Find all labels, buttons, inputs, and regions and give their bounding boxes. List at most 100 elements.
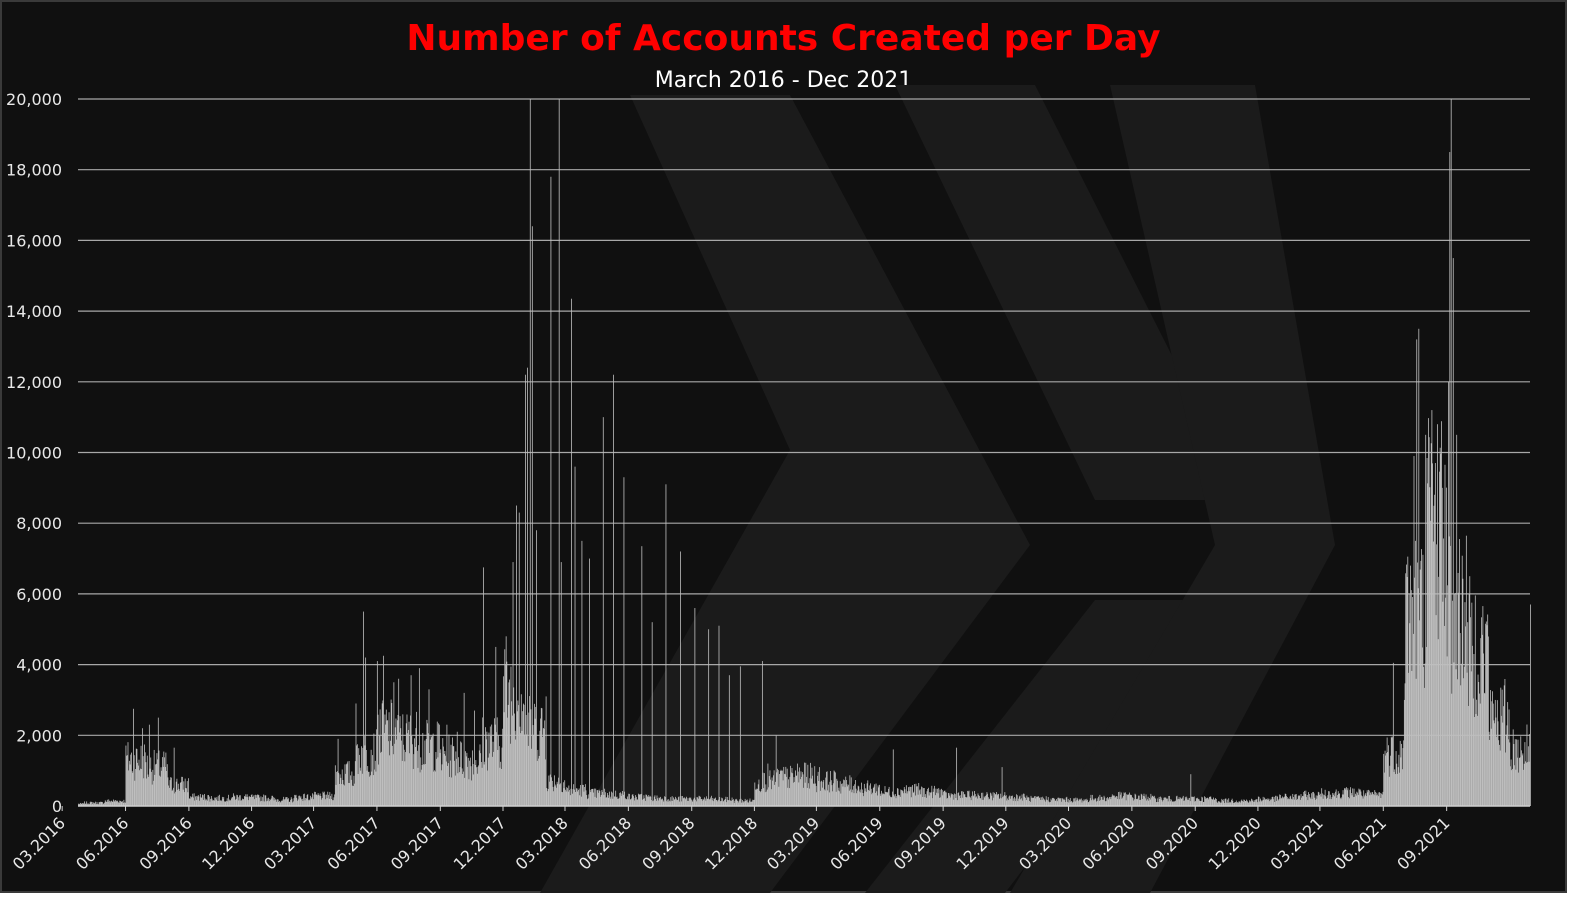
bar [932,791,934,806]
bar [1388,745,1389,806]
bar [128,760,130,806]
bar [1216,801,1218,806]
bar [1482,606,1484,806]
bar [104,800,106,806]
bar [1235,800,1237,806]
bar [1346,787,1347,806]
bar [476,773,478,806]
bar [1357,794,1359,806]
bar [1029,801,1031,806]
bar [1310,793,1312,806]
y-tick-label: 2,000 [16,726,62,745]
bar [1150,793,1152,806]
bar [416,750,418,806]
bar [367,771,369,806]
bar [910,797,912,806]
bar [384,714,386,806]
bar [844,787,846,806]
bar [418,668,420,806]
bar [97,803,99,806]
bar [442,738,444,806]
bar [612,798,614,806]
bar [1069,798,1071,806]
bar [613,374,615,806]
bar [1479,703,1481,806]
bar [808,788,810,806]
bar [154,774,156,806]
bar [1284,793,1286,806]
bar [983,796,985,806]
bar [458,757,460,806]
bar [728,675,730,806]
bar [241,800,243,806]
bar [115,800,116,806]
bar [1303,791,1305,806]
bar [262,801,264,806]
bar [590,792,592,806]
bar [230,798,232,806]
bar [602,791,603,806]
bar [1470,617,1471,806]
bar [1102,799,1104,806]
bar [523,704,525,806]
bar [1510,759,1512,806]
bar [1442,601,1444,806]
bar [338,772,340,806]
bar [1204,797,1206,806]
bar [914,784,916,806]
bar [1381,793,1383,806]
bar [945,792,947,806]
bar [102,802,103,806]
bar [1096,801,1097,806]
bar [1333,794,1334,806]
bar [1252,800,1254,806]
bar [899,796,901,806]
bar [445,755,446,806]
bar [1460,685,1462,806]
bar [1088,801,1090,806]
bar [429,752,431,806]
bar [1335,791,1336,806]
bar [693,797,695,806]
bar [1186,796,1188,806]
bar [837,790,839,806]
bar [215,799,217,806]
bar [1194,801,1196,806]
bar [1029,800,1031,806]
bar [810,762,811,806]
bar [403,749,405,806]
bar [513,687,515,806]
bar [138,759,140,806]
bar [907,791,909,806]
bar [182,789,184,806]
bar [207,795,209,806]
bar [879,784,880,806]
bar [1419,569,1421,806]
bar [410,715,411,806]
bar [352,785,353,806]
bar [784,774,786,806]
bar [944,790,946,806]
bar [103,803,105,806]
bar [265,795,267,806]
bar [109,802,111,806]
bar [943,791,944,806]
bar [1144,798,1146,806]
bar [705,800,707,806]
bar [1347,788,1349,806]
bar [969,796,971,806]
bar [186,781,188,806]
bar [1009,795,1011,806]
bar [1496,700,1498,806]
bar [1178,797,1180,806]
bar [1240,802,1241,806]
bar [1353,788,1355,806]
bar [1202,801,1204,806]
bar [1057,797,1059,806]
bar [403,744,404,806]
bar [1361,796,1363,806]
bar [1275,795,1276,806]
bar [96,801,98,806]
bar [1516,739,1518,806]
bar [1441,487,1443,806]
